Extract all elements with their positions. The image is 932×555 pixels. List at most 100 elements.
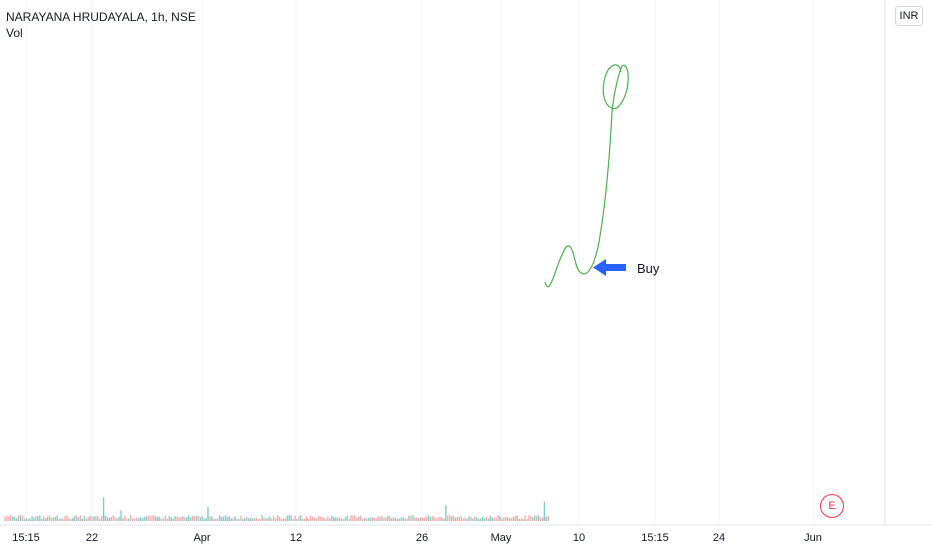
volume-bar xyxy=(489,515,491,521)
volume-bar xyxy=(271,518,273,521)
volume-bar xyxy=(274,518,277,521)
volume-bar xyxy=(313,517,316,521)
volume-bar xyxy=(13,517,16,521)
volume-bar xyxy=(218,515,221,521)
volume-bar xyxy=(354,515,356,521)
volume-bar xyxy=(112,515,114,521)
volume-bar xyxy=(48,515,51,521)
volume-bar xyxy=(128,518,130,521)
volume-bar xyxy=(58,518,60,521)
volume-bar xyxy=(54,516,56,521)
volume-bar xyxy=(317,516,319,521)
volume-bar xyxy=(95,516,97,521)
volume-bar xyxy=(116,518,118,521)
volume-bar xyxy=(344,517,346,521)
volume-bar xyxy=(176,516,178,521)
volume-bar xyxy=(294,515,296,521)
volume-bar xyxy=(118,516,120,521)
volume-bar xyxy=(249,517,252,521)
volume-bar xyxy=(524,515,526,521)
volume-bar xyxy=(340,518,343,521)
volume-bar xyxy=(184,517,186,521)
volume-bar xyxy=(377,516,379,521)
volume-bar xyxy=(265,518,267,521)
volume-bar xyxy=(71,518,74,521)
volume-bar xyxy=(503,517,505,521)
volume-bar xyxy=(286,515,288,521)
volume-bar xyxy=(126,519,128,521)
volume-bar xyxy=(135,517,138,521)
volume-bar xyxy=(108,517,111,521)
volume-bar xyxy=(157,516,159,521)
volume-bar xyxy=(392,517,395,521)
volume-bar xyxy=(83,515,85,521)
grid xyxy=(25,0,814,525)
volume-bar xyxy=(350,515,352,521)
volume-bar xyxy=(276,515,279,521)
volume-bar xyxy=(361,518,364,521)
volume-bar xyxy=(360,515,362,521)
volume-bar xyxy=(122,518,124,521)
volume-bar xyxy=(311,516,314,521)
volume-bar xyxy=(168,516,171,521)
volume-bar xyxy=(450,516,453,521)
volume-bar xyxy=(120,510,122,521)
volume-bar xyxy=(224,515,227,521)
volume-bar xyxy=(346,515,348,521)
volume-bar xyxy=(50,517,53,521)
volume-bar xyxy=(21,515,24,521)
volume-bar xyxy=(305,516,308,521)
volume-bar xyxy=(147,515,149,521)
volume-bar xyxy=(269,516,271,521)
volume-bar xyxy=(385,517,387,521)
volume-bar xyxy=(387,515,389,521)
volume-bar xyxy=(41,518,43,521)
volume-bar xyxy=(155,516,157,521)
volume-bar xyxy=(245,516,248,521)
volume-bar xyxy=(114,517,116,521)
volume-bar xyxy=(429,517,432,521)
volume-bar xyxy=(510,518,513,521)
buy-arrow-icon xyxy=(593,259,626,276)
volume-bar xyxy=(213,518,215,521)
volume-bar xyxy=(164,515,167,521)
volume-bar xyxy=(545,516,548,521)
volume-bar xyxy=(381,515,383,521)
currency-button[interactable]: INR xyxy=(895,6,923,26)
volume-bar xyxy=(394,517,397,521)
volume-bar xyxy=(371,517,374,521)
volume-bar xyxy=(309,515,312,521)
volume-bar xyxy=(189,517,192,521)
earnings-icon[interactable]: E xyxy=(820,494,844,518)
volume-bar xyxy=(153,515,155,521)
volume-bar xyxy=(203,518,205,521)
volume-bar xyxy=(512,516,515,521)
drawings: Buy xyxy=(544,64,660,288)
volume-bar xyxy=(25,518,27,521)
volume-bar xyxy=(383,517,385,521)
volume-bar xyxy=(27,518,29,521)
volume-bar xyxy=(35,516,37,521)
volume-bar xyxy=(222,516,225,521)
volume-bar xyxy=(460,516,462,521)
volume-bar xyxy=(454,517,457,521)
volume-label: Vol xyxy=(6,26,23,40)
volume-bar xyxy=(131,518,134,521)
volume-bar xyxy=(302,519,304,521)
volume-bar xyxy=(89,515,91,521)
volume-bar xyxy=(257,519,259,521)
time-tick-label: 24 xyxy=(713,532,725,544)
volume-bar xyxy=(514,516,517,521)
volume-bar xyxy=(79,515,82,521)
volume-bar xyxy=(418,518,420,521)
volume-bar xyxy=(406,518,408,521)
volume-bar xyxy=(402,516,404,521)
volume-bar xyxy=(64,515,66,521)
volume-bar xyxy=(491,517,493,521)
volume-bar xyxy=(178,517,180,521)
volume-bar xyxy=(174,516,176,521)
volume-bar xyxy=(423,517,426,521)
volume-bars xyxy=(4,497,549,521)
